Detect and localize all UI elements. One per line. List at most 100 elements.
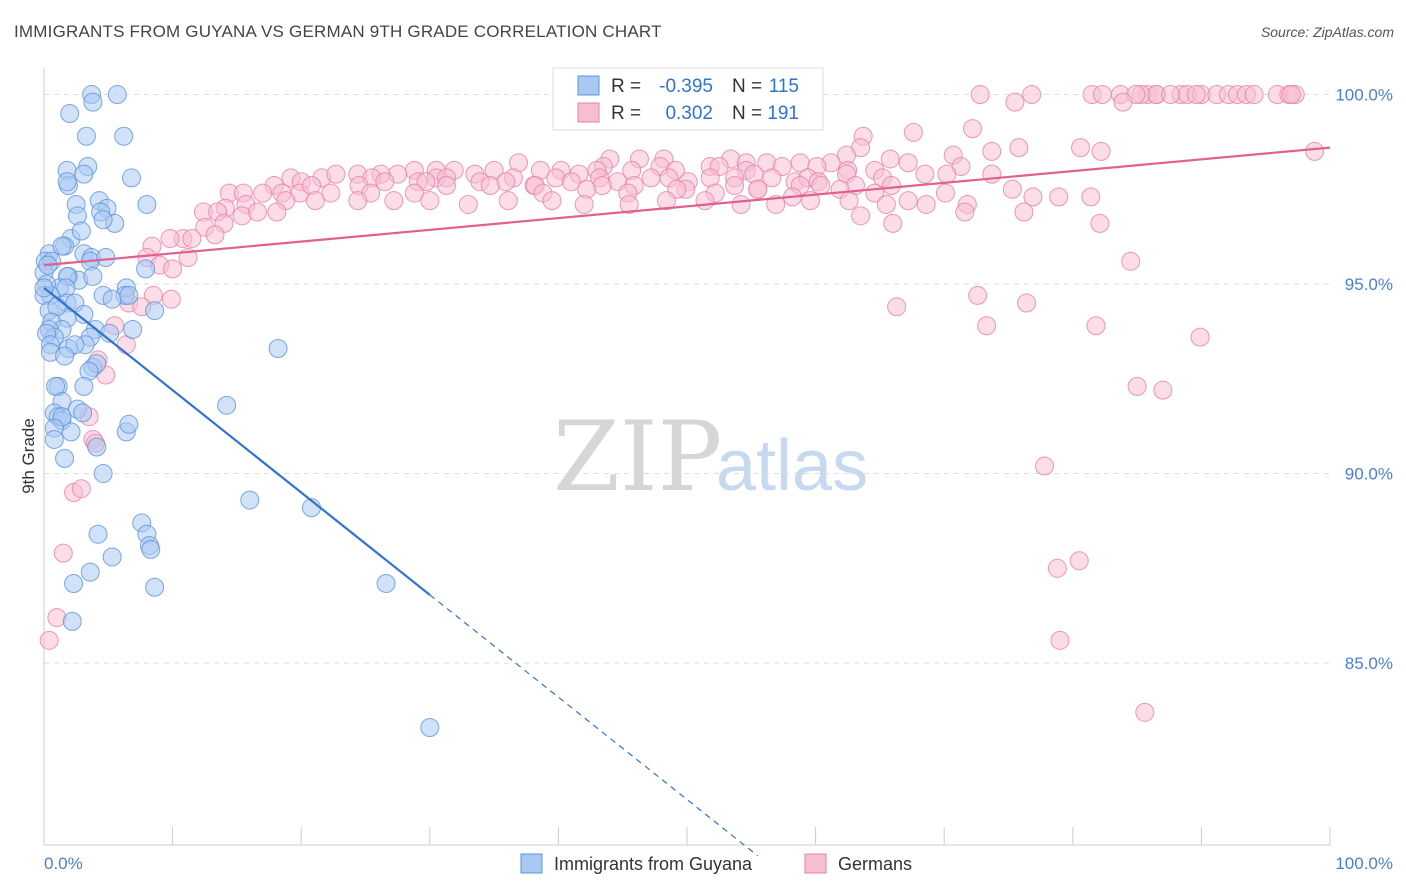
guyana-point	[268, 338, 288, 358]
guyana-point	[73, 403, 93, 423]
germans-point	[437, 175, 457, 195]
germans-point	[1305, 141, 1325, 161]
legend-n-value-germans: 191	[767, 103, 799, 124]
guyana-point	[44, 429, 64, 449]
germans-point	[480, 175, 500, 195]
guyana-point	[119, 285, 139, 305]
germans-point	[498, 191, 518, 211]
germans-point	[766, 194, 786, 214]
germans-point	[982, 164, 1002, 184]
guyana-point	[76, 126, 96, 146]
germans-point	[1050, 630, 1070, 650]
guyana-trend-extension	[429, 594, 759, 857]
germans-point	[656, 191, 676, 211]
germans-point	[348, 191, 368, 211]
guyana-point	[74, 164, 94, 184]
legend-n-value-guyana: 115	[769, 76, 799, 97]
germans-point	[39, 630, 59, 650]
germans-point	[725, 175, 745, 195]
germans-trend-line	[43, 146, 1331, 267]
guyana-point	[136, 259, 156, 279]
germans-point	[1002, 179, 1022, 199]
guyana-point	[123, 320, 143, 340]
guyana-point	[121, 168, 141, 188]
germans-point	[916, 194, 936, 214]
guyana-point	[420, 718, 440, 738]
germans-point	[1005, 92, 1025, 112]
legend-box: R = -0.395 N = 115 R = 0.302 N = 191	[552, 67, 824, 131]
guyana-point	[96, 248, 116, 268]
germans-point	[247, 202, 267, 222]
germans-point	[1049, 187, 1069, 207]
germans-point	[1190, 327, 1210, 347]
germans-point	[416, 172, 436, 192]
germans-point	[542, 191, 562, 211]
germans-point	[915, 164, 935, 184]
germans-point	[883, 213, 903, 233]
germans-point	[160, 229, 180, 249]
legend-swatch-guyana	[577, 75, 600, 96]
germans-point	[1135, 702, 1155, 722]
guyana-trend-line	[43, 286, 431, 596]
germans-point	[695, 191, 715, 211]
y-tick-label: 85.0%	[1345, 654, 1393, 673]
guyana-point	[83, 92, 103, 112]
germans-point	[619, 194, 639, 214]
germans-point	[1086, 316, 1106, 336]
guyana-point	[74, 376, 94, 396]
legend-r-label-guyana: R =	[611, 76, 641, 97]
germans-point	[1069, 551, 1089, 571]
guyana-point	[57, 172, 77, 192]
chart-title: IMMIGRANTS FROM GUYANA VS GERMAN 9TH GRA…	[14, 22, 662, 41]
germans-point	[1017, 293, 1037, 313]
trend-lines	[43, 146, 1331, 857]
germans-point	[935, 183, 955, 203]
germans-point	[898, 153, 918, 173]
guyana-point	[141, 539, 161, 559]
germans-point	[903, 122, 923, 142]
guyana-point	[145, 577, 165, 597]
germans-point	[182, 229, 202, 249]
x-tick-label-max: 100.0%	[1335, 854, 1393, 873]
germans-point	[851, 206, 871, 226]
germans-point	[1023, 187, 1043, 207]
germans-point	[1092, 85, 1112, 105]
germans-point	[253, 183, 273, 203]
germans-point	[982, 141, 1002, 161]
germans-point	[811, 175, 831, 195]
germans-point	[161, 289, 181, 309]
germans-point	[375, 172, 395, 192]
germans-point	[267, 202, 287, 222]
germans-point	[962, 119, 982, 139]
germans-point	[53, 543, 73, 563]
legend-r-label-germans: R =	[611, 103, 641, 124]
germans-point	[1047, 558, 1067, 578]
germans-point	[898, 191, 918, 211]
guyana-point	[145, 301, 165, 321]
germans-point	[1014, 202, 1034, 222]
germans-point	[163, 259, 183, 279]
legend-n-label-guyana: N =	[732, 76, 762, 97]
germans-point	[1009, 138, 1029, 158]
germans-points	[39, 85, 1325, 722]
guyana-point	[102, 547, 122, 567]
guyana-point	[60, 103, 80, 123]
germans-point	[1281, 85, 1301, 105]
germans-point	[839, 191, 859, 211]
guyana-point	[55, 448, 75, 468]
germans-point	[1035, 456, 1055, 476]
guyana-point	[62, 611, 82, 631]
guyana-point	[88, 524, 108, 544]
guyana-point	[217, 395, 237, 415]
germans-point	[305, 191, 325, 211]
x-tick-label-min: 0.0%	[44, 854, 83, 873]
germans-point	[880, 149, 900, 169]
germans-point	[1127, 376, 1147, 396]
germans-point	[71, 479, 91, 499]
chart-source: Source: ZipAtlas.com	[1260, 24, 1394, 40]
guyana-point	[102, 289, 122, 309]
guyana-point	[87, 437, 107, 457]
guyana-point	[64, 573, 84, 593]
guyana-point	[83, 266, 103, 286]
